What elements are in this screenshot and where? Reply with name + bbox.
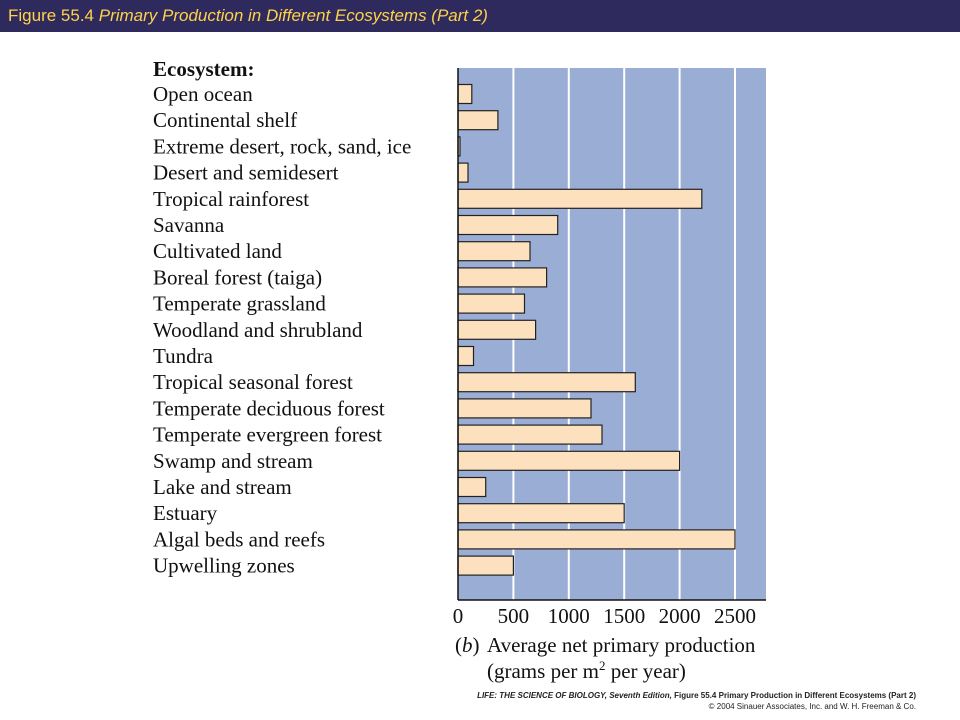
x-axis-label-superscript: 2 [599, 658, 606, 673]
figure-number: Figure 55.4 [8, 6, 94, 25]
category-label: Extreme desert, rock, sand, ice [153, 134, 411, 158]
category-label: Tundra [153, 344, 214, 368]
bar [457, 83, 473, 105]
category-label: Savanna [153, 213, 225, 237]
copyright-notice: © 2004 Sinauer Associates, Inc. and W. H… [708, 702, 916, 711]
category-label: Desert and semidesert [153, 161, 339, 185]
category-label: Temperate grassland [153, 292, 326, 316]
bar [457, 555, 515, 576]
bar [457, 319, 537, 340]
x-tick-label: 500 [498, 604, 530, 628]
x-tick-labels: 0 500 1000 1500 2000 2500 [453, 604, 756, 628]
category-label: Tropical rainforest [153, 187, 309, 211]
figure-title: Primary Production in Different Ecosyste… [98, 6, 488, 25]
bar [457, 162, 469, 183]
bars [457, 83, 736, 576]
x-tick-label: 0 [453, 604, 464, 628]
x-axis-label-line2: (grams per m2 per year) [487, 658, 686, 683]
category-label: Tropical seasonal forest [153, 370, 353, 394]
bar [457, 372, 636, 393]
bar [457, 450, 681, 471]
x-tick-label: 1500 [603, 604, 645, 628]
bar [457, 188, 703, 209]
bar [457, 424, 603, 445]
bar [457, 214, 559, 236]
category-label: Algal beds and reefs [153, 527, 325, 551]
bar [457, 529, 736, 550]
category-label: Upwelling zones [153, 554, 295, 578]
bar [457, 267, 548, 288]
source-book: LIFE: THE SCIENCE OF BIOLOGY, Seventh Ed… [477, 691, 672, 700]
x-axis-label-suffix: per year) [605, 659, 685, 683]
category-label: Woodland and shrubland [153, 318, 363, 342]
title-bar: Figure 55.4 Primary Production in Differ… [0, 0, 960, 32]
category-label: Temperate evergreen forest [153, 423, 382, 447]
bar [457, 241, 531, 262]
category-label: Cultivated land [153, 239, 282, 263]
category-label: Lake and stream [153, 475, 292, 499]
category-label: Swamp and stream [153, 449, 313, 473]
panel-label: (b) [455, 633, 480, 657]
bar [457, 398, 592, 419]
x-tick-label: 1000 [548, 604, 590, 628]
x-tick-label: 2500 [714, 604, 756, 628]
bar [457, 110, 499, 131]
bar [457, 503, 625, 524]
bar [457, 476, 487, 498]
category-label: Open ocean [153, 82, 253, 106]
source-figure: Figure 55.4 Primary Production in Differ… [674, 691, 916, 700]
x-axis-label-prefix: (grams per m [487, 659, 599, 683]
x-tick-label: 2000 [659, 604, 701, 628]
category-label: Estuary [153, 501, 218, 525]
category-header: Ecosystem: [153, 57, 254, 81]
x-axis-label-line1: Average net primary production [487, 633, 756, 657]
bar [457, 293, 526, 314]
source-credit: LIFE: THE SCIENCE OF BIOLOGY, Seventh Ed… [477, 691, 916, 700]
bar [457, 345, 475, 367]
figure-caption: Figure 55.4 Primary Production in Differ… [8, 6, 488, 26]
category-label: Continental shelf [153, 108, 297, 132]
category-label: Temperate deciduous forest [153, 396, 385, 420]
category-label: Boreal forest (taiga) [153, 265, 322, 289]
